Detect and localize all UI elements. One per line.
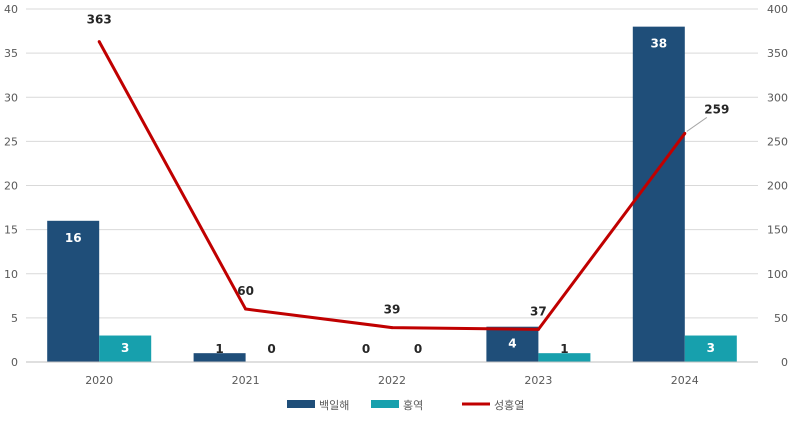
left-axis-tick-label: 15 <box>4 224 18 237</box>
right-axis-tick-label: 400 <box>767 3 788 16</box>
bar <box>538 353 591 362</box>
grid-lines <box>26 8 758 363</box>
left-axis-tick-label: 35 <box>4 47 18 60</box>
legend-label: 백일해 <box>319 398 349 412</box>
bar-data-label: 1 <box>560 342 568 356</box>
left-axis-tick-label: 40 <box>4 3 18 16</box>
bar-data-label: 0 <box>362 342 370 356</box>
x-axis-tick-label: 2022 <box>378 374 406 387</box>
left-axis-tick-label: 30 <box>4 91 18 104</box>
right-axis-tick-label: 350 <box>767 47 788 60</box>
left-axis-tick-label: 10 <box>4 268 18 281</box>
legend-label: 홍역 <box>403 398 423 412</box>
legend-swatch <box>371 400 399 408</box>
bar <box>486 326 539 362</box>
x-axis-tick-label: 2023 <box>524 374 552 387</box>
left-axis-tick-label: 20 <box>4 180 18 193</box>
right-axis-tick-label: 100 <box>767 268 788 281</box>
line-data-label: 39 <box>384 303 401 317</box>
left-axis-tick-label: 5 <box>11 312 18 325</box>
bar-data-label: 3 <box>121 341 129 355</box>
left-y-axis: 0 5 10 15 20 25 30 35 40 <box>4 3 18 369</box>
bar-data-label: 0 <box>414 342 422 356</box>
bar <box>193 353 246 362</box>
x-axis: 2020 2021 2022 2023 2024 <box>26 361 758 387</box>
line-data-label: 259 <box>704 102 729 116</box>
left-axis-tick-label: 0 <box>11 356 18 369</box>
right-axis-tick-label: 50 <box>774 312 788 325</box>
x-axis-tick-label: 2020 <box>85 374 113 387</box>
data-label-leader-line <box>686 117 708 132</box>
bar <box>684 335 737 362</box>
x-axis-tick-label: 2024 <box>671 374 699 387</box>
line-point <box>244 307 248 311</box>
x-axis-tick-label: 2021 <box>232 374 260 387</box>
right-axis-tick-label: 150 <box>767 224 788 237</box>
line-data-label: 37 <box>530 304 547 318</box>
bar-data-label: 0 <box>267 342 275 356</box>
bar-data-label: 4 <box>508 337 516 351</box>
line-data-label: 60 <box>237 284 254 298</box>
left-axis-tick-label: 25 <box>4 135 18 148</box>
line-series-group <box>97 40 687 331</box>
right-y-axis: 0 50 100 150 200 250 300 350 400 <box>767 3 788 369</box>
line-point <box>536 327 540 331</box>
bar <box>47 220 100 362</box>
line-point <box>683 131 687 135</box>
bar-series-group <box>47 26 737 363</box>
right-axis-tick-label: 200 <box>767 180 788 193</box>
bar-data-label: 1 <box>215 342 223 356</box>
bar-data-label: 38 <box>650 37 667 51</box>
right-axis-tick-label: 0 <box>781 356 788 369</box>
legend: 백일해 홍역 성홍열 <box>287 398 524 412</box>
line-data-label: 363 <box>87 13 112 27</box>
legend-label: 성홍열 <box>494 398 524 412</box>
bar <box>99 335 152 362</box>
bar-data-label: 3 <box>707 341 715 355</box>
right-axis-tick-label: 250 <box>767 135 788 148</box>
line-point <box>390 326 394 330</box>
line-point <box>97 40 101 44</box>
bar-data-label: 16 <box>65 231 82 245</box>
legend-swatch <box>287 400 315 408</box>
right-axis-tick-label: 300 <box>767 91 788 104</box>
bar <box>632 26 685 363</box>
